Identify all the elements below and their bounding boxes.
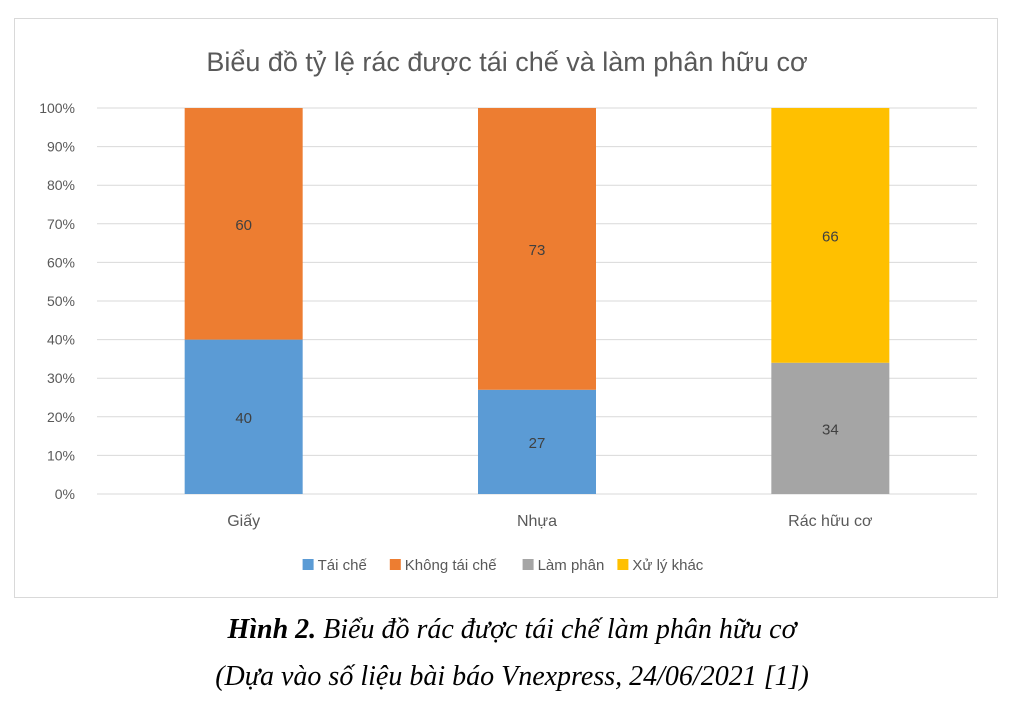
legend-label: Không tái chế [405,557,497,574]
y-tick-label: 60% [47,254,75,270]
chart-title: Biểu đồ tỷ lệ rác được tái chế và làm ph… [206,47,807,77]
bar-segment [184,108,303,340]
bar-segment [478,389,596,494]
x-tick-label: Giấy [227,513,260,530]
figure-caption: Hình 2. Biểu đồ rác được tái chế làm phâ… [0,614,1024,646]
x-tick-label: Nhựa [517,513,557,530]
y-tick-label: 30% [47,370,75,386]
data-label: 40 [235,410,252,427]
legend-label: Làm phân [538,557,605,574]
y-tick-label: 20% [47,409,75,425]
bar-segment [771,108,890,363]
legend-label: Xử lý khác [632,557,703,574]
bar-segment [771,362,890,494]
y-tick-label: 80% [47,177,75,193]
y-tick-label: 10% [47,447,75,463]
data-label: 34 [822,421,839,438]
y-tick-label: 0% [55,486,75,502]
chart-frame: Biểu đồ tỷ lệ rác được tái chế và làm ph… [14,18,998,598]
x-tick-label: Rác hữu cơ [788,513,873,530]
y-tick-label: 70% [47,216,75,232]
y-tick-label: 90% [47,139,75,155]
y-tick-label: 100% [39,100,75,116]
y-tick-label: 40% [47,332,75,348]
data-label: 27 [529,435,546,452]
stacked-bar-chart: Biểu đồ tỷ lệ rác được tái chế và làm ph… [39,47,977,574]
legend-swatch [522,559,534,570]
legend-label: Tái chế [318,557,368,574]
figure-caption-text: Biểu đồ rác được tái chế làm phân hữu cơ [316,614,797,645]
data-label: 73 [529,242,546,259]
y-tick-label: 50% [47,293,75,309]
legend-swatch [617,559,629,570]
bar-segment [478,108,596,390]
data-label: 66 [822,228,839,245]
bar-segment [184,339,303,494]
figure-label: Hình 2. [227,614,317,645]
data-label: 60 [235,217,252,234]
legend-swatch [389,559,401,570]
legend-swatch [302,559,314,570]
figure-source: (Dựa vào số liệu bài báo Vnexpress, 24/0… [215,661,809,692]
